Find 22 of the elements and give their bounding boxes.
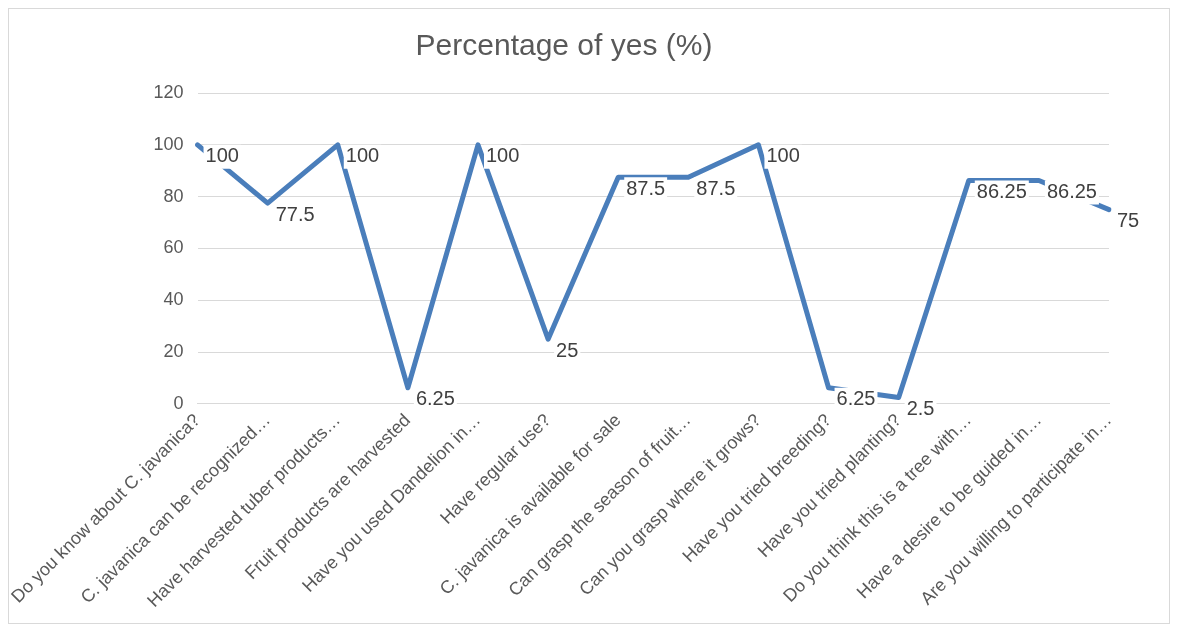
data-label: 86.25 bbox=[1046, 179, 1097, 202]
data-label: 100 bbox=[205, 144, 239, 167]
y-tick-label: 20 bbox=[163, 341, 184, 362]
data-label: 6.25 bbox=[415, 387, 455, 410]
data-label: 2.5 bbox=[906, 396, 935, 419]
data-label: 100 bbox=[485, 144, 520, 167]
y-tick-label: 80 bbox=[163, 185, 184, 206]
y-tick-label: 0 bbox=[173, 392, 184, 413]
data-label: 100 bbox=[345, 144, 380, 167]
data-label: 87.5 bbox=[626, 176, 666, 199]
data-label: 100 bbox=[766, 144, 800, 167]
y-tick-label: 60 bbox=[163, 237, 184, 258]
data-label: 87.5 bbox=[696, 176, 736, 199]
data-label: 6.25 bbox=[836, 387, 876, 410]
y-tick-label: 120 bbox=[153, 81, 184, 102]
y-tick-label: 100 bbox=[153, 133, 184, 154]
y-tick-label: 40 bbox=[163, 289, 184, 310]
chart-title: Percentage of yes (%) bbox=[415, 28, 713, 62]
data-label: 77.5 bbox=[275, 202, 315, 225]
data-label: 86.25 bbox=[976, 179, 1027, 202]
data-label: 25 bbox=[556, 338, 579, 361]
data-label: 75 bbox=[1117, 209, 1140, 232]
